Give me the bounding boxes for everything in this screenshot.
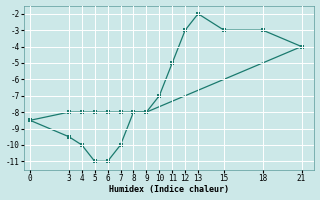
X-axis label: Humidex (Indice chaleur): Humidex (Indice chaleur) [109,185,229,194]
